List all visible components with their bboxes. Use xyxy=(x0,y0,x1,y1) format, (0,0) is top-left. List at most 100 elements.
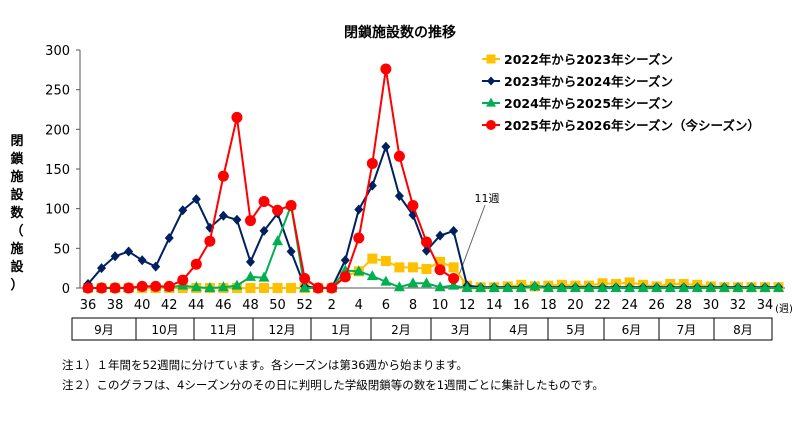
data-point-triangle xyxy=(434,281,446,292)
y-axis-label-char: 施 xyxy=(10,241,23,257)
x-tick-label: 4 xyxy=(355,298,363,313)
data-point-triangle xyxy=(421,277,432,288)
data-point-circle xyxy=(163,280,175,292)
data-point-triangle xyxy=(339,264,351,275)
data-point-triangle xyxy=(664,282,676,292)
data-point-diamond xyxy=(151,261,161,272)
y-tick-label: 100 xyxy=(45,203,70,218)
data-point-diamond xyxy=(340,255,350,266)
data-point-triangle xyxy=(204,282,216,292)
data-point-diamond xyxy=(286,246,296,257)
month-label: 10月 xyxy=(151,323,178,337)
data-point-circle xyxy=(353,232,365,244)
data-point-square xyxy=(435,256,446,267)
data-point-diamond xyxy=(218,210,228,221)
data-point-circle xyxy=(434,264,446,276)
x-tick-label: 28 xyxy=(675,298,692,313)
data-point-diamond xyxy=(137,255,147,266)
data-point-diamond xyxy=(191,194,201,205)
x-tick-label: 26 xyxy=(648,298,665,313)
data-point-circle xyxy=(366,157,378,169)
data-point-triangle xyxy=(461,282,473,292)
data-point-triangle xyxy=(718,282,730,292)
y-axis-label-char: 閉 xyxy=(10,134,23,149)
month-label: 9月 xyxy=(94,323,114,337)
data-point-triangle xyxy=(244,270,256,281)
x-tick-label: 30 xyxy=(703,298,720,313)
data-point-triangle xyxy=(393,281,405,292)
data-point-diamond xyxy=(259,225,269,236)
y-axis-label-char: 設 xyxy=(10,187,24,203)
data-point-triangle xyxy=(597,282,609,292)
data-point-square xyxy=(394,262,405,273)
legend-label: 2025年から2026年シーズン（今シーズン） xyxy=(504,118,760,133)
data-point-circle xyxy=(448,272,460,284)
legend-label: 2023年から2024年シーズン xyxy=(504,74,673,89)
month-label: 2月 xyxy=(391,323,411,337)
x-tick-label: 44 xyxy=(188,298,205,313)
data-point-circle xyxy=(96,282,108,294)
x-tick-label: 46 xyxy=(215,298,232,313)
x-tick-label: 50 xyxy=(269,298,286,313)
x-tick-label: 20 xyxy=(567,298,584,313)
data-point-square xyxy=(421,263,432,274)
data-point-diamond xyxy=(245,256,255,267)
x-tick-label: 52 xyxy=(296,298,313,313)
data-point-diamond xyxy=(367,180,377,191)
x-axis-unit: (週) xyxy=(775,303,793,315)
data-point-triangle xyxy=(272,235,284,246)
data-point-square xyxy=(272,283,283,293)
series-circle xyxy=(82,63,460,294)
y-axis-label-char: 鎖 xyxy=(10,151,24,167)
data-point-diamond xyxy=(435,230,445,241)
data-point-circle xyxy=(380,63,392,75)
data-point-diamond xyxy=(381,141,391,152)
data-point-circle xyxy=(407,199,419,211)
data-point-circle xyxy=(339,271,351,283)
data-point-square xyxy=(486,54,496,64)
x-tick-label: 16 xyxy=(513,298,530,313)
data-point-triangle xyxy=(380,275,392,286)
x-tick-label: 24 xyxy=(621,298,638,313)
data-point-circle xyxy=(190,258,202,270)
data-point-triangle xyxy=(217,281,229,292)
data-point-triangle xyxy=(691,282,703,292)
data-point-triangle xyxy=(353,265,365,276)
y-tick-label: 150 xyxy=(45,163,70,178)
data-point-triangle xyxy=(488,282,500,292)
data-point-triangle xyxy=(366,270,378,281)
y-axis-label-char: 設 xyxy=(10,259,24,275)
x-tick-label: 6 xyxy=(382,298,390,313)
month-label: 6月 xyxy=(622,323,642,337)
x-tick-label: 8 xyxy=(409,298,417,313)
y-axis-label-char: ） xyxy=(10,277,23,293)
x-tick-label: 18 xyxy=(540,298,557,313)
data-point-triangle xyxy=(258,271,270,282)
note-2: 注２）このグラフは、4シーズン分のその日に判明した学級閉鎖等の数を1週間ごとに集… xyxy=(62,378,604,392)
data-point-circle xyxy=(82,282,94,294)
x-tick-label: 36 xyxy=(80,298,97,313)
data-point-triangle xyxy=(529,280,541,291)
data-point-circle xyxy=(486,120,496,130)
series-diamond xyxy=(83,141,784,293)
month-label: 5月 xyxy=(566,323,586,337)
data-point-triangle xyxy=(678,282,690,292)
x-tick-label: 32 xyxy=(730,298,747,313)
annotation-line xyxy=(456,204,486,282)
series-line xyxy=(88,201,779,290)
x-tick-label: 38 xyxy=(107,298,124,313)
data-point-triangle xyxy=(448,279,460,290)
y-tick-label: 200 xyxy=(45,123,70,138)
month-label: 1月 xyxy=(331,323,351,337)
y-tick-label: 250 xyxy=(45,84,70,99)
data-point-circle xyxy=(421,236,432,248)
y-tick-label: 50 xyxy=(53,242,70,257)
data-point-circle xyxy=(285,199,297,211)
legend-label: 2024年から2025年シーズン xyxy=(504,96,673,111)
x-tick-label: 12 xyxy=(459,298,476,313)
data-point-circle xyxy=(312,282,324,294)
data-point-triangle xyxy=(190,281,202,292)
x-tick-label: 14 xyxy=(486,298,503,313)
data-point-triangle xyxy=(486,97,496,107)
